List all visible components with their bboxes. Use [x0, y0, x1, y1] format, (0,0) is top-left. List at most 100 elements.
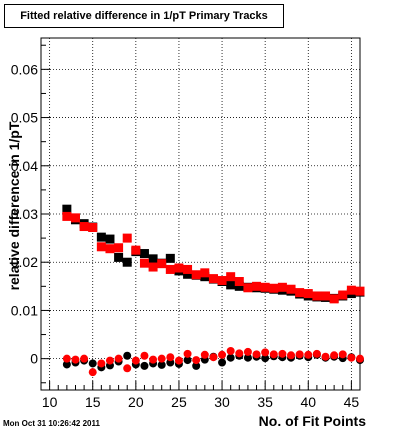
circle-point	[200, 350, 209, 359]
y-grid	[41, 68, 360, 360]
square-point	[286, 284, 296, 294]
x-tick-label: 40	[300, 394, 316, 410]
square-point	[105, 244, 115, 254]
square-point	[139, 249, 149, 259]
circle-point	[183, 356, 192, 365]
square-point	[183, 269, 193, 279]
x-tick-label: 10	[42, 394, 58, 410]
y-tick-label: 0.05	[11, 110, 38, 126]
square-point	[277, 282, 287, 292]
square-point	[295, 288, 305, 298]
circle-point	[166, 353, 175, 362]
square-point	[139, 258, 149, 268]
x-tick-label: 35	[257, 394, 273, 410]
circle-point	[123, 364, 132, 373]
x-tick-label: 20	[128, 394, 144, 410]
square-point	[208, 274, 218, 284]
circle-point	[304, 350, 313, 359]
square-point	[105, 234, 115, 244]
circle-point	[356, 354, 364, 363]
circle-point	[338, 350, 347, 359]
x-tick-label: 25	[171, 394, 187, 410]
axis-ticks	[40, 44, 361, 390]
x-tick-label: 30	[214, 394, 230, 410]
circle-point	[123, 351, 132, 360]
square-point	[88, 223, 98, 233]
circle-point	[321, 352, 330, 361]
circle-point	[62, 360, 71, 369]
circle-point	[252, 350, 261, 359]
timestamp: Mon Oct 31 10:26:42 2011	[3, 419, 100, 428]
circle-point	[131, 356, 140, 365]
circle-point	[140, 361, 149, 370]
circle-point	[287, 351, 296, 360]
circle-point	[71, 355, 80, 364]
y-tick-label: 0.04	[11, 158, 38, 174]
square-point	[191, 270, 201, 280]
circle-point	[88, 359, 97, 368]
square-point	[252, 281, 262, 291]
circle-point	[218, 358, 227, 367]
square-point	[148, 262, 158, 272]
circle-point	[88, 368, 97, 377]
circle-point	[226, 346, 235, 355]
circle-point	[218, 350, 227, 359]
circle-point	[105, 356, 114, 365]
square-point	[165, 253, 175, 263]
y-tick-label: 0.01	[11, 302, 38, 318]
circle-point	[62, 354, 71, 363]
square-point	[114, 243, 124, 253]
square-point	[96, 242, 106, 252]
square-point	[303, 289, 313, 299]
square-point	[79, 222, 89, 232]
circle-point	[140, 351, 149, 360]
circle-point	[243, 347, 252, 356]
y-tick-labels: 0 0.01 0.02 0.03 0.04 0.05 0.06	[11, 61, 38, 366]
x-axis-title: No. of Fit Points	[259, 413, 367, 429]
y-tick-label: 0.02	[11, 254, 38, 270]
circle-point	[192, 356, 201, 365]
circle-point	[226, 353, 235, 362]
circle-point	[80, 354, 89, 363]
data-points	[62, 204, 365, 377]
square-point	[174, 263, 184, 273]
square-point	[114, 252, 124, 262]
square-point	[355, 286, 365, 296]
y-tick-label: 0.03	[11, 206, 38, 222]
square-point	[165, 264, 175, 274]
circle-point	[269, 350, 278, 359]
circle-point	[97, 359, 106, 368]
circle-point	[261, 348, 270, 357]
square-point	[62, 211, 72, 221]
square-point	[122, 257, 132, 267]
circle-point	[312, 349, 321, 358]
square-point	[338, 290, 348, 300]
square-point	[157, 259, 167, 269]
y-tick-label: 0	[30, 351, 38, 367]
circle-point	[261, 354, 270, 363]
circle-point	[243, 353, 252, 362]
circle-point	[114, 354, 123, 363]
circle-point	[235, 349, 244, 358]
circle-point	[192, 361, 201, 370]
y-tick-label: 0.06	[11, 61, 38, 77]
circle-point	[183, 349, 192, 358]
square-point	[183, 264, 193, 274]
square-point	[122, 233, 132, 243]
square-point	[346, 285, 356, 295]
square-point	[148, 254, 158, 264]
square-point	[131, 245, 141, 255]
circle-point	[174, 356, 183, 365]
square-point	[217, 276, 227, 286]
chart-title: Fitted relative difference in 1/pT Prima…	[4, 4, 284, 28]
square-point	[329, 294, 339, 304]
square-point	[226, 280, 236, 290]
square-point	[234, 281, 244, 291]
square-point	[260, 282, 270, 292]
square-point	[62, 204, 72, 214]
square-point	[243, 283, 253, 293]
x-tick-labels: 10 15 20 25 30 35 40 45	[42, 394, 360, 410]
square-point	[70, 213, 80, 223]
circle-point	[295, 350, 304, 359]
